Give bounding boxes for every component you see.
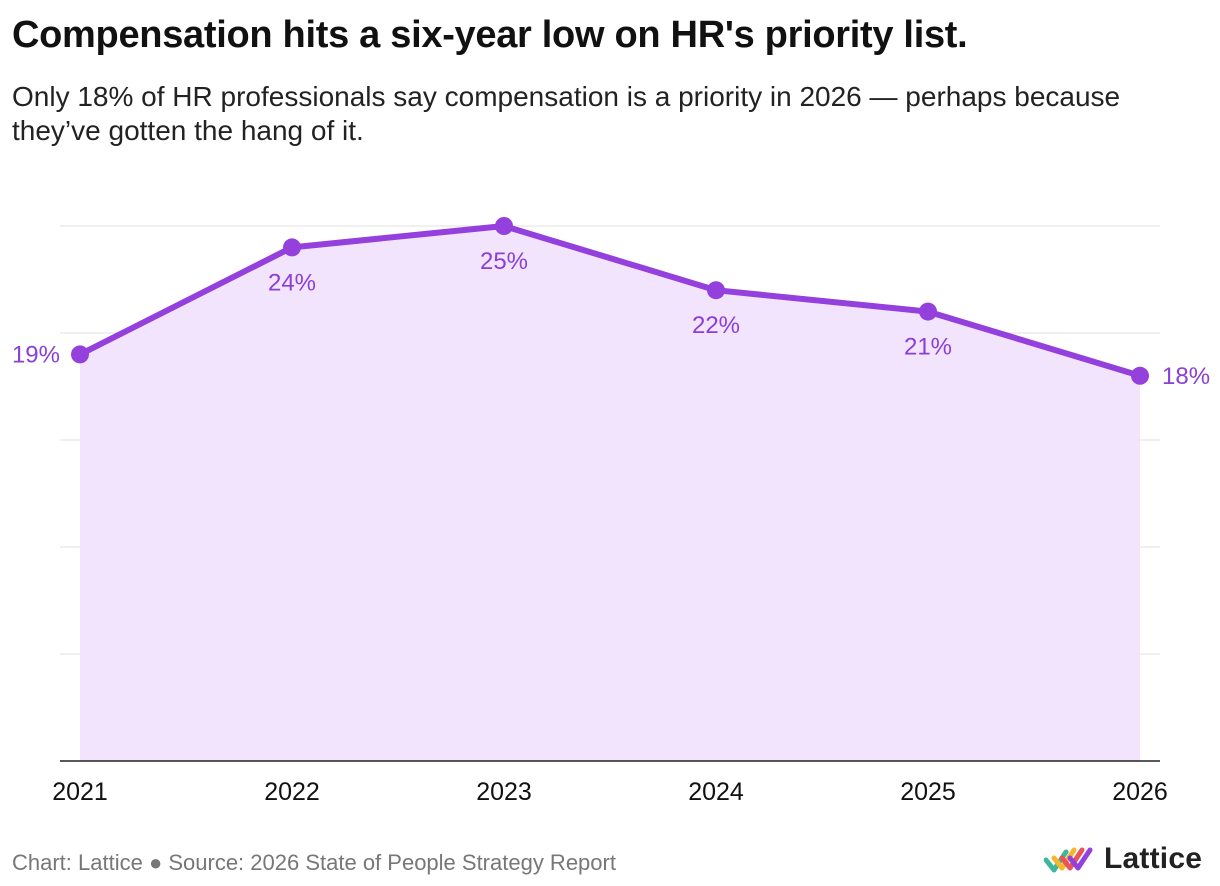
x-tick-label-2026: 2026 (1112, 778, 1168, 806)
data-label-2024: 22% (692, 312, 740, 339)
data-label-2026: 18% (1162, 363, 1210, 390)
data-point-2021 (71, 345, 89, 364)
data-label-2022: 24% (268, 269, 316, 296)
x-tick-label-2021: 2021 (52, 778, 108, 806)
data-point-2022 (283, 238, 301, 257)
data-label-2023: 25% (480, 248, 528, 275)
area-fill (80, 226, 1140, 761)
x-tick-label-2023: 2023 (476, 778, 532, 806)
chart-subtitle: Only 18% of HR professionals say compens… (12, 81, 1121, 146)
data-point-2024 (707, 281, 725, 300)
data-point-2026 (1131, 366, 1149, 385)
lattice-logo-icon (1044, 847, 1093, 873)
data-label-2025: 21% (904, 334, 952, 361)
data-label-2021: 19% (12, 341, 60, 368)
lattice-logo: Lattice (1044, 842, 1202, 876)
logo-text: Lattice (1104, 842, 1203, 875)
chart-source: Chart: Lattice ● Source: 2026 State of P… (12, 850, 616, 875)
series-line (77, 223, 1143, 379)
x-tick-label-2024: 2024 (688, 778, 744, 806)
data-point-2023 (495, 217, 513, 235)
chart-title: Compensation hits a six-year low on HR's… (12, 14, 968, 56)
data-point-2025 (919, 302, 937, 321)
x-tick-label-2022: 2022 (264, 778, 320, 806)
x-tick-label-2025: 2025 (900, 778, 956, 806)
